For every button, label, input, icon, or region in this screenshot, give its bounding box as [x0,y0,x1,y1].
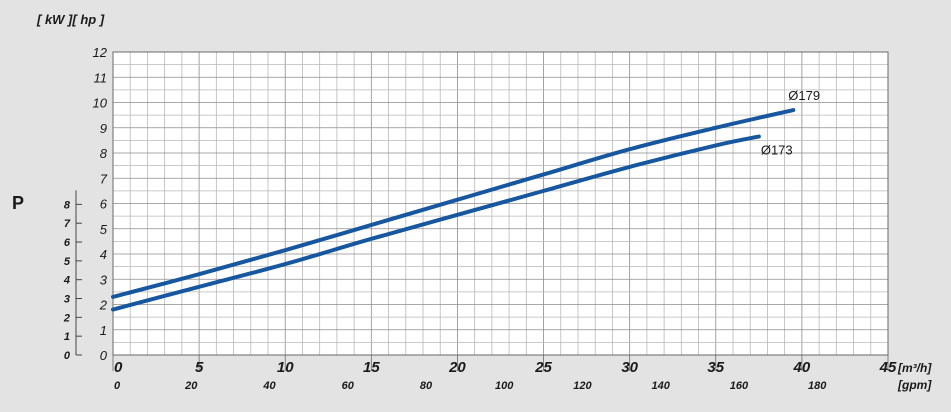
series-line [111,108,796,299]
x-unit-primary: [m³/h] [897,361,932,375]
units-label: [ kW ][ hp ] [36,12,105,27]
kw-tick-label: 8 [100,146,108,161]
x-tick-label: 0 [114,359,123,376]
kw-tick-label: 10 [93,96,108,111]
plot-border [112,51,889,356]
gpm-tick-label: 140 [652,380,671,392]
hp-tick-label: 4 [63,275,70,287]
axes [75,51,889,371]
hp-tick-label: 6 [64,237,71,249]
x-tick-label: 35 [707,359,724,376]
x-tick-label: 5 [195,359,204,376]
x-tick-label: 10 [277,359,294,376]
gpm-tick-label: 180 [808,380,827,392]
kw-tick-label: 3 [100,272,108,287]
kw-tick-label: 11 [94,70,108,85]
x-tick-label: 45 [879,359,897,376]
x-tick-label: 30 [621,359,638,376]
hp-tick-label: 3 [64,294,70,306]
kw-tick-label: 5 [100,222,108,237]
kw-tick-label: 1 [100,323,107,338]
gpm-tick-label: 160 [730,380,749,392]
series-line [111,134,761,312]
hp-tick-label: 2 [63,312,70,324]
y-axis-label: P [12,193,24,213]
kw-tick-label: 12 [93,45,108,60]
series-label: Ø173 [761,143,793,158]
x-tick-label: 20 [448,359,466,376]
x-tick-label: 40 [793,359,811,376]
gpm-tick-label: 80 [420,380,433,392]
hp-tick-label: 0 [64,350,71,362]
x-tick-label: 15 [363,359,380,376]
hp-tick-label: 7 [64,218,71,230]
x-tick-label: 25 [534,359,552,376]
gpm-tick-label: 100 [495,380,514,392]
hp-tick-label: 5 [64,256,71,268]
gpm-tick-label: 0 [114,380,121,392]
kw-tick-label: 9 [100,121,107,136]
kw-tick-label: 4 [100,247,107,262]
x-unit-secondary: [gpm] [897,378,932,392]
kw-tick-label: 6 [100,197,108,212]
gpm-tick-label: 40 [262,380,276,392]
hp-tick-label: 1 [64,331,70,343]
gpm-tick-label: 20 [184,380,198,392]
curves: Ø179 Ø173 [111,88,820,312]
gpm-tick-label: 60 [342,380,355,392]
kw-tick-label: 2 [99,298,108,313]
series-label: Ø179 [788,88,820,103]
kw-tick-label: 7 [100,171,108,186]
kw-tick-label: 0 [100,348,108,363]
grid [113,52,888,355]
gpm-tick-label: 120 [573,380,592,392]
hp-tick-label: 8 [64,199,71,211]
